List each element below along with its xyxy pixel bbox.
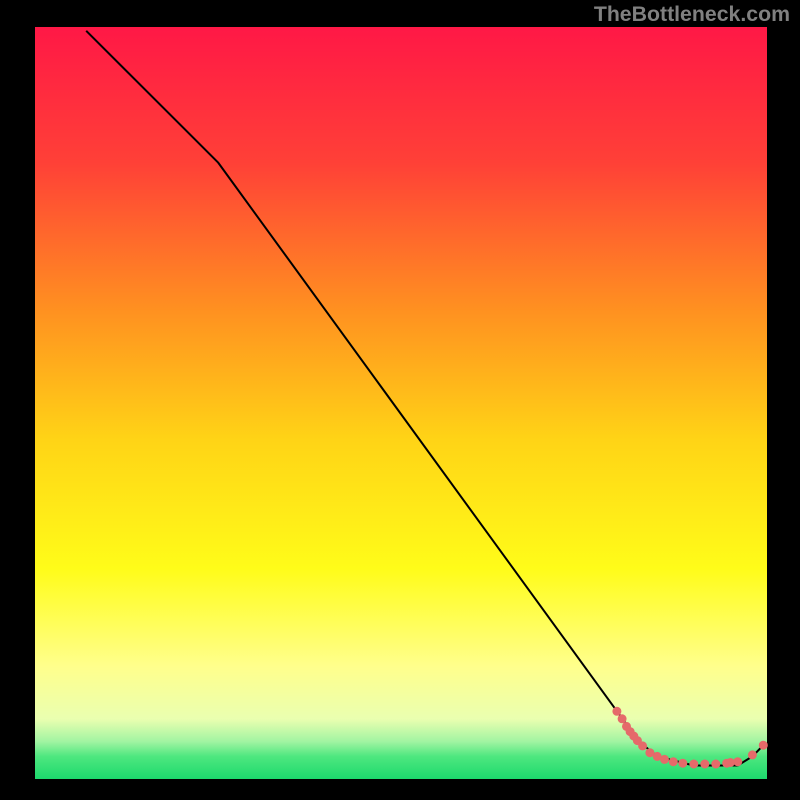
data-marker (613, 707, 621, 715)
data-marker (701, 760, 709, 768)
chart-container: TheBottleneck.com (0, 0, 800, 800)
data-marker (639, 742, 647, 750)
data-marker (712, 760, 720, 768)
bottleneck-chart (0, 0, 800, 800)
plot-background (35, 27, 767, 779)
data-marker (646, 749, 654, 757)
data-marker (653, 752, 661, 760)
data-marker (690, 760, 698, 768)
data-marker (734, 758, 742, 766)
data-marker (679, 759, 687, 767)
data-marker (759, 741, 767, 749)
data-marker (748, 751, 756, 759)
data-marker (726, 759, 734, 767)
data-marker (618, 715, 626, 723)
data-marker (661, 755, 669, 763)
data-marker (669, 758, 677, 766)
